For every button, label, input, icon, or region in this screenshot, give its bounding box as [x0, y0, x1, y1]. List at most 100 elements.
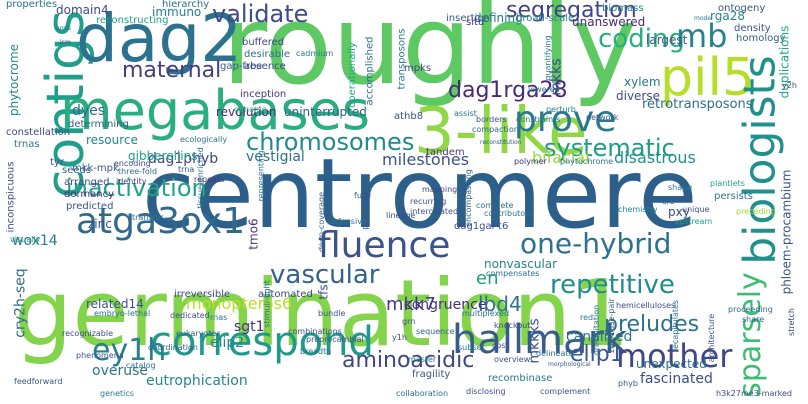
- word-encoding: encoding: [114, 159, 151, 168]
- word-three-fold: three-fold: [118, 167, 158, 176]
- word-borders: borders: [476, 115, 507, 124]
- word-overuse: overuse: [92, 363, 148, 379]
- word-compaction: compaction: [472, 125, 519, 134]
- word-automated: automated: [258, 289, 313, 300]
- word-stretch: stretch: [786, 308, 796, 336]
- word-genetics: genetics: [100, 389, 134, 398]
- word-monopteros6: monopteros6: [186, 294, 293, 313]
- word-predicted: predicted: [66, 201, 114, 212]
- word-desirable: desirable: [244, 49, 291, 60]
- word-y1h: y1h: [392, 333, 407, 342]
- word-stimuli-light: stimuli-light: [262, 280, 272, 328]
- word-reconstructing: reconstructing: [96, 15, 169, 26]
- word-contributors: contributors: [484, 209, 533, 218]
- word-persists: persists: [714, 191, 753, 202]
- word-morphological: morphological: [548, 361, 591, 368]
- word-aminoacidic: aminoacidic: [342, 348, 475, 373]
- word-deep-coverage: deep-coverage: [317, 191, 327, 253]
- word-dyes: dyes: [72, 103, 106, 119]
- word-germination1: germination1: [14, 260, 630, 367]
- word-tmo6: tmo6: [246, 218, 261, 250]
- word-mapping: mapping: [422, 185, 458, 194]
- word-precipitation: precipitation: [592, 304, 602, 356]
- word-vestigial: vestigial: [246, 149, 305, 165]
- word-preceding: preceding: [736, 207, 776, 216]
- word-repeats: repeats: [194, 175, 225, 184]
- word-systematic: systematic: [544, 134, 675, 162]
- word-mb: mb: [676, 17, 728, 55]
- word-determining: determining: [68, 119, 129, 130]
- word-rga28: rga28: [710, 9, 745, 23]
- word-ey1h: ey1h: [92, 333, 167, 368]
- word-density: density: [734, 23, 771, 34]
- word-red: red: [580, 313, 594, 322]
- word-mkk7: mkk7: [386, 294, 436, 315]
- word-one-hybrid: one-hybrid: [520, 227, 672, 260]
- word-chromosomes: chromosomes: [246, 128, 415, 156]
- word-unanswered: unanswered: [572, 15, 646, 29]
- word-eutrophication: eutrophication: [146, 373, 248, 389]
- word-complete: complete: [476, 201, 514, 210]
- word-dag1rga28: dag1rga28: [448, 78, 568, 103]
- word-sparsely: sparsely: [732, 272, 768, 398]
- word-related14: related14: [86, 297, 144, 311]
- word-xylem: xylem: [624, 75, 661, 89]
- word-cre: cre: [662, 197, 675, 206]
- word-genome: genome: [234, 105, 267, 114]
- word-dedicated: dedicated: [170, 311, 210, 320]
- word-multiplexed: multiplexed: [462, 309, 510, 318]
- word-trnas: trnas: [14, 139, 40, 150]
- word-revolution: revolution: [216, 105, 277, 119]
- word-defining: defining: [474, 11, 523, 25]
- word-prove: prove: [514, 99, 617, 140]
- word-identity: identity: [116, 177, 147, 186]
- word-network: network: [586, 113, 619, 122]
- word-roughly: roughly: [222, 0, 638, 109]
- word-absence: absence: [244, 61, 286, 72]
- word-congruence: congruence: [404, 297, 487, 313]
- word-canalized: canalized: [566, 329, 633, 345]
- word-disclosing: disclosing: [466, 387, 506, 396]
- word-quantifying: quantifying: [543, 35, 553, 81]
- word-lowered: lowered: [528, 85, 560, 94]
- word-gibberellins: gibberellins: [128, 149, 198, 163]
- word-wox14: wox14: [12, 233, 58, 249]
- word-seeds: seeds: [62, 165, 92, 176]
- word-irreversible: irreversible: [174, 289, 231, 300]
- word-unexpected: unexpected: [636, 357, 707, 371]
- word-dormancy: dormancy: [64, 189, 115, 200]
- word-knockout: knockout: [494, 321, 531, 330]
- word-coordination: coordination: [148, 343, 198, 352]
- word-delineate: delineate: [536, 349, 574, 358]
- word-nonvascular: nonvascular: [484, 257, 558, 271]
- word-milestones: milestones: [382, 150, 470, 169]
- word-diverse: diverse: [616, 89, 661, 103]
- word-homology: homology: [736, 33, 786, 44]
- word-megabases: megabases: [60, 79, 371, 142]
- word-arranged: arranged: [64, 177, 110, 188]
- word-master: master: [408, 355, 437, 364]
- word-sgt1: sgt1: [234, 319, 265, 335]
- word-subset: subset: [458, 343, 485, 352]
- word-hallmark: hallmark: [452, 317, 628, 363]
- word-centromere: centromere: [142, 138, 698, 250]
- word-plantlets: plantlets: [710, 179, 745, 188]
- word-athb8: athb8: [394, 111, 424, 122]
- word-largest: largest: [646, 33, 688, 47]
- word-constraints: constraints: [516, 115, 561, 124]
- word-buffered: buffered: [242, 37, 285, 48]
- word-compensates: compensates: [486, 269, 540, 278]
- word-en: en: [476, 268, 499, 289]
- word-lbd4: lbd4: [478, 292, 522, 316]
- word-tfs: tfs: [316, 284, 331, 300]
- word-eukaryotes: eukaryotes: [176, 329, 221, 338]
- word-phytochrome: phytochrome: [560, 157, 614, 166]
- word-h3k27me3-marked: h3k27me3-marked: [716, 389, 792, 398]
- word-bundle: bundle: [318, 309, 346, 318]
- word-hemicelluloses: hemicelluloses: [616, 301, 676, 310]
- word-share: share: [742, 315, 765, 324]
- word-ecologically: ecologically: [180, 135, 228, 144]
- word-hierarchy: hierarchy: [162, 0, 210, 10]
- word-reconstitution: reconstitution: [480, 139, 522, 146]
- word-mpks: mpks: [404, 63, 432, 74]
